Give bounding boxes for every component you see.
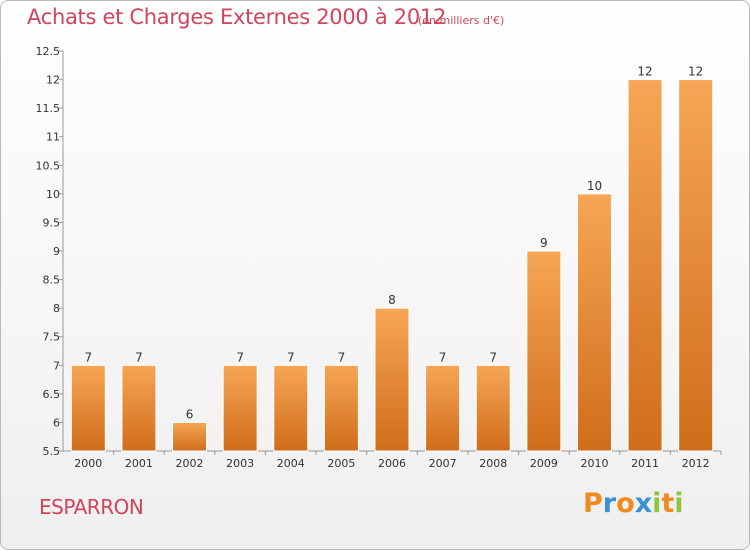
bar-2008 <box>475 364 511 452</box>
chart-subtitle: (en milliers d'€) <box>418 14 505 27</box>
bar-2004 <box>273 364 309 452</box>
y-tick-label: 9.5 <box>43 216 61 229</box>
value-label-2005: 7 <box>338 350 346 364</box>
y-tick-label: 12.5 <box>36 45 61 58</box>
value-label-2008: 7 <box>489 350 497 364</box>
value-label-2004: 7 <box>287 350 295 364</box>
logo-letter: o <box>616 488 635 519</box>
y-tick-label: 5.5 <box>43 445 61 458</box>
x-tick-label-2006: 2006 <box>378 457 406 470</box>
y-tick-label: 6.5 <box>43 388 61 401</box>
x-tick-label-2003: 2003 <box>226 457 254 470</box>
y-tick-label: 10 <box>46 188 60 201</box>
bar-2005 <box>323 364 359 452</box>
value-label-2000: 7 <box>84 350 92 364</box>
x-tick-label-2002: 2002 <box>176 457 204 470</box>
y-tick-label: 8.5 <box>43 274 61 287</box>
y-tick-label: 9 <box>53 245 60 258</box>
value-label-2012: 12 <box>688 65 703 79</box>
chart-title: Achats et Charges Externes 2000 à 2012 <box>27 5 447 29</box>
logo-letter: i <box>652 488 662 519</box>
value-label-2006: 8 <box>388 293 396 307</box>
x-tick-label-2004: 2004 <box>277 457 305 470</box>
proxiti-logo: Proxiti <box>583 488 684 519</box>
x-tick-label-2012: 2012 <box>682 457 710 470</box>
y-tick-label: 11.5 <box>36 102 61 115</box>
logo-letter: t <box>661 488 675 519</box>
x-tick-label-2000: 2000 <box>74 457 102 470</box>
y-tick-label: 12 <box>46 74 60 87</box>
value-label-2011: 12 <box>637 65 652 79</box>
y-tick-label: 11 <box>46 131 60 144</box>
logo-letter: i <box>674 488 684 519</box>
bar-2012 <box>678 79 714 452</box>
logo-letter: r <box>602 488 617 519</box>
x-tick-label-2011: 2011 <box>631 457 659 470</box>
x-tick-label-2001: 2001 <box>125 457 153 470</box>
value-label-2002: 6 <box>186 407 194 421</box>
bar-2011 <box>627 79 663 452</box>
bar-2010 <box>576 193 612 452</box>
x-tick-label-2009: 2009 <box>530 457 558 470</box>
value-label-2003: 7 <box>236 350 244 364</box>
bar-2002 <box>172 421 208 452</box>
value-label-2010: 10 <box>587 179 602 193</box>
y-tick-label: 7 <box>53 359 60 372</box>
value-label-2007: 7 <box>439 350 447 364</box>
x-tick-label-2008: 2008 <box>479 457 507 470</box>
y-tick-label: 10.5 <box>36 159 61 172</box>
commune-name: ESPARRON <box>39 495 144 519</box>
x-tick-label-2007: 2007 <box>429 457 457 470</box>
value-label-2009: 9 <box>540 236 548 250</box>
value-label-2001: 7 <box>135 350 143 364</box>
y-tick-label: 6 <box>53 416 60 429</box>
y-tick-label: 8 <box>53 302 60 315</box>
logo-letter: P <box>583 488 603 519</box>
bar-2009 <box>526 250 562 452</box>
bar-2006 <box>374 307 410 452</box>
bar-2000 <box>70 364 106 452</box>
bar-2007 <box>425 364 461 452</box>
bar-2001 <box>121 364 157 452</box>
x-tick-label-2005: 2005 <box>327 457 355 470</box>
y-tick-label: 7.5 <box>43 331 61 344</box>
bar-2003 <box>222 364 258 452</box>
logo-letter: x <box>634 488 653 519</box>
x-tick-label-2010: 2010 <box>580 457 608 470</box>
